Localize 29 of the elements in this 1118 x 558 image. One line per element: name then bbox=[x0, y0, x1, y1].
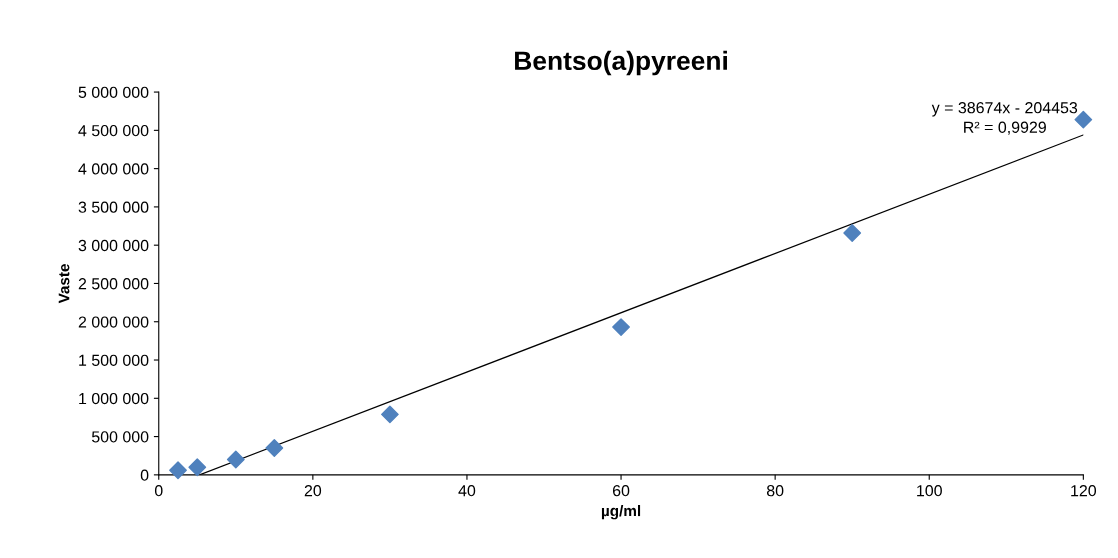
y-tick-label: 4 500 000 bbox=[78, 124, 149, 137]
chart-title: Bentso(a)pyreeni bbox=[515, 50, 727, 76]
x-tick-label: 20 bbox=[304, 485, 322, 497]
y-tick-label: 2 500 000 bbox=[78, 278, 149, 290]
x-tick-label: 120 bbox=[1071, 485, 1097, 497]
point bbox=[188, 458, 207, 477]
x-tick-label: 100 bbox=[917, 485, 942, 497]
x-tick-label: 40 bbox=[458, 485, 476, 497]
annotation: y = 38674x - 204453 R² = 0,9929 bbox=[931, 102, 1078, 135]
x-axis-title: µg/ml bbox=[601, 505, 641, 520]
y-tick-label: 0 bbox=[140, 469, 149, 481]
y-tick-label: 3 500 000 bbox=[78, 201, 149, 213]
point bbox=[169, 461, 187, 480]
point bbox=[843, 224, 862, 242]
y-tick-label: 1 000 000 bbox=[79, 392, 149, 405]
y-tick-label: 3 000 000 bbox=[78, 239, 149, 252]
y-tick-label: 500 000 bbox=[91, 431, 149, 443]
x-tick-label: 60 bbox=[612, 485, 630, 497]
point bbox=[226, 450, 245, 469]
point bbox=[265, 439, 284, 457]
y-tick-label: 1 500 000 bbox=[79, 354, 149, 366]
y-axis-title: Vaste bbox=[58, 264, 70, 304]
y-tick-label: 4 000 000 bbox=[78, 163, 149, 175]
x-tick-label: 0 bbox=[154, 485, 163, 497]
point bbox=[380, 405, 399, 424]
y-tick-label: 5 000 000 bbox=[78, 86, 149, 99]
point bbox=[612, 318, 630, 337]
x-tick-label: 80 bbox=[766, 485, 784, 497]
y-tick-label: 2 000 000 bbox=[78, 316, 149, 328]
